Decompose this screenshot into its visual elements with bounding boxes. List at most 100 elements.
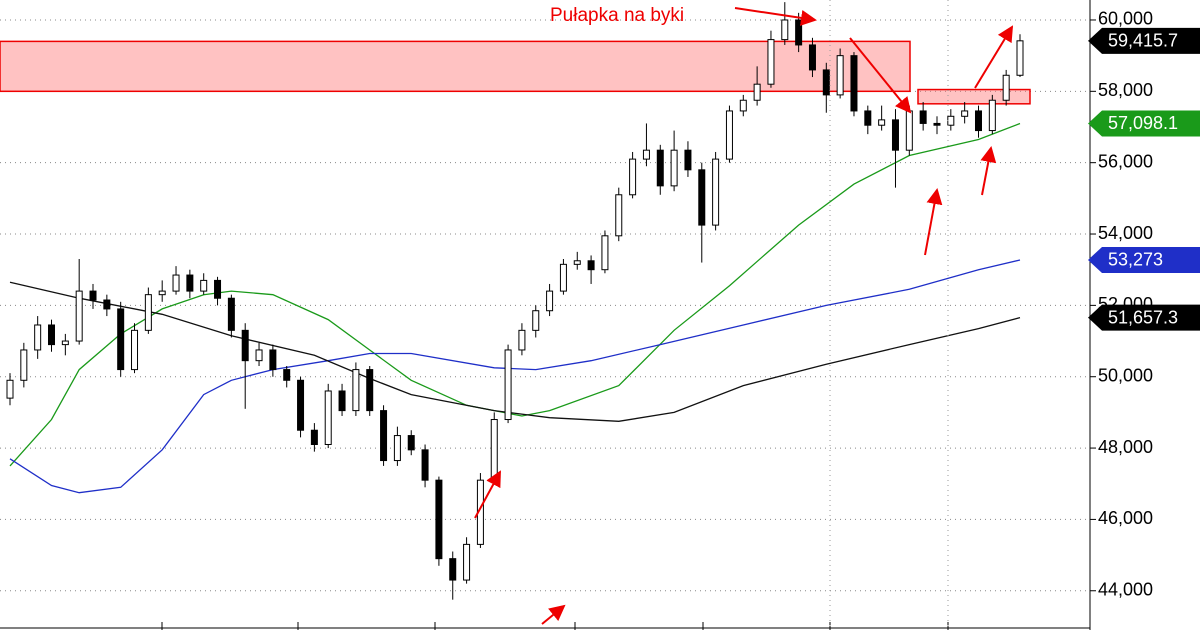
candle-body bbox=[435, 479, 443, 560]
candle-body bbox=[698, 169, 706, 226]
y-tick-label: 44,000 bbox=[1098, 580, 1153, 600]
candle-body bbox=[532, 310, 540, 331]
candle-body bbox=[241, 329, 249, 362]
candle-body bbox=[988, 99, 996, 132]
price-tag-box bbox=[1088, 27, 1200, 54]
arrow bbox=[541, 604, 566, 625]
candle-body bbox=[629, 158, 637, 196]
candle-body bbox=[200, 279, 208, 292]
candle-body bbox=[961, 110, 969, 117]
y-tick-label: 58,000 bbox=[1098, 80, 1153, 100]
candle-body bbox=[227, 297, 235, 331]
candle-body bbox=[1016, 40, 1024, 76]
price-tag-box bbox=[1088, 246, 1200, 273]
candle-body bbox=[20, 349, 28, 381]
candle-body bbox=[878, 119, 886, 126]
candle-body bbox=[269, 349, 277, 371]
candle-body bbox=[407, 435, 415, 451]
candle-body bbox=[947, 115, 955, 126]
candle-body bbox=[864, 110, 872, 126]
candle-body bbox=[186, 274, 194, 292]
candle-body bbox=[6, 379, 14, 399]
y-tick-label: 48,000 bbox=[1098, 437, 1153, 457]
zone bbox=[917, 88, 1031, 105]
candle-body bbox=[725, 110, 733, 160]
y-tick-label: 56,000 bbox=[1098, 151, 1153, 171]
arrow bbox=[974, 25, 1014, 89]
candle-body bbox=[421, 449, 429, 481]
candle-body bbox=[380, 410, 388, 462]
candle-body bbox=[463, 543, 471, 581]
y-axis-labels: 44,00046,00048,00050,00052,00054,00056,0… bbox=[1090, 9, 1153, 600]
arrow bbox=[734, 7, 817, 26]
price-tag-label: 57,098.1 bbox=[1108, 113, 1178, 133]
candle-body bbox=[34, 324, 42, 351]
candle-body bbox=[767, 39, 775, 85]
candle-body bbox=[712, 158, 720, 226]
candle-body bbox=[615, 194, 623, 237]
moving-average bbox=[9, 122, 1021, 467]
y-tick-label: 54,000 bbox=[1098, 223, 1153, 243]
candle-body bbox=[546, 290, 554, 312]
arrow bbox=[849, 37, 912, 114]
candle-body bbox=[587, 260, 595, 271]
candle-body bbox=[684, 149, 692, 171]
arrow bbox=[924, 188, 943, 256]
moving-average bbox=[9, 259, 1021, 494]
arrow bbox=[474, 470, 501, 519]
candle-body bbox=[836, 55, 844, 96]
candle-body bbox=[670, 149, 678, 187]
candle-body bbox=[172, 274, 180, 292]
candle-body bbox=[297, 379, 305, 431]
candle-body bbox=[214, 279, 222, 299]
candle-body bbox=[795, 19, 803, 46]
price-tags: 59,415.7 57,098.1 53,273 51,657.3 bbox=[1088, 27, 1200, 331]
candle-body bbox=[891, 119, 899, 151]
candle-body bbox=[48, 324, 56, 346]
candle-body bbox=[283, 369, 291, 381]
candle-body bbox=[919, 110, 927, 124]
plot bbox=[6, 2, 1024, 600]
annotation: Pułapka na byki bbox=[550, 5, 684, 26]
arrows bbox=[474, 7, 1014, 625]
zones bbox=[0, 40, 1031, 105]
candle-body bbox=[808, 44, 816, 71]
candle-body bbox=[753, 83, 761, 101]
candle-body bbox=[352, 369, 360, 412]
candle-body bbox=[905, 110, 913, 151]
price-tag-label: 53,273 bbox=[1108, 250, 1163, 270]
candle-body bbox=[573, 260, 581, 265]
candle-body bbox=[504, 349, 512, 421]
y-tick-label: 46,000 bbox=[1098, 508, 1153, 528]
candle-body bbox=[255, 349, 263, 362]
candle-body bbox=[393, 435, 401, 462]
candle-body bbox=[518, 329, 526, 351]
candle-body bbox=[974, 110, 982, 132]
candle-body bbox=[559, 263, 567, 292]
price-tag-label: 59,415.7 bbox=[1108, 31, 1178, 51]
candle-body bbox=[822, 69, 830, 96]
zone bbox=[0, 40, 911, 93]
candle-body bbox=[739, 99, 747, 112]
candle-body bbox=[338, 390, 346, 412]
candle-body bbox=[103, 299, 111, 310]
candle-body bbox=[89, 290, 97, 301]
y-tick-label: 50,000 bbox=[1098, 365, 1153, 385]
candle-body bbox=[144, 294, 152, 331]
x-axis-ticks bbox=[0, 0, 1090, 630]
price-tag-box bbox=[1088, 304, 1200, 331]
candle-body bbox=[850, 55, 858, 112]
candle-body bbox=[61, 340, 69, 346]
candle-body bbox=[656, 149, 664, 187]
candle-body bbox=[131, 329, 139, 371]
candle-body bbox=[366, 369, 374, 412]
candle-body bbox=[601, 235, 609, 271]
candle-body bbox=[933, 122, 941, 126]
y-tick-label: 60,000 bbox=[1098, 9, 1153, 29]
moving-average bbox=[9, 281, 1021, 422]
price-tag-box bbox=[1088, 110, 1200, 137]
candle-body bbox=[781, 19, 789, 41]
candle-body bbox=[310, 429, 318, 445]
